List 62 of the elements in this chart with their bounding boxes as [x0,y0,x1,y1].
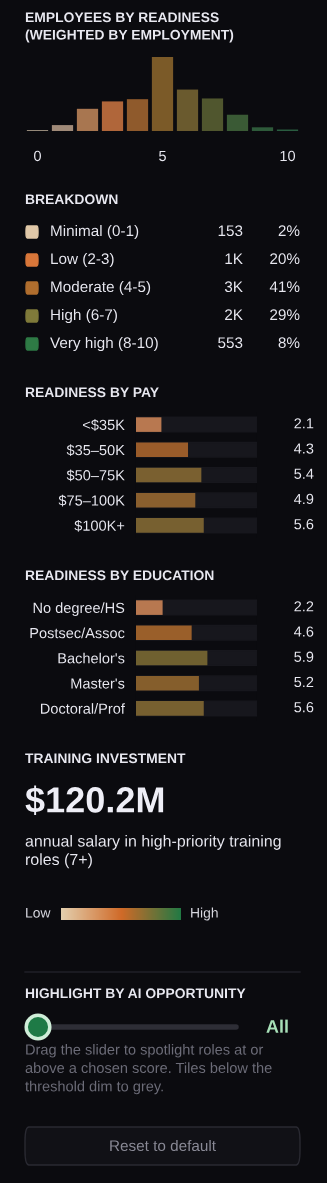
bar [201,98,224,131]
text: Reset to default [110,1139,216,1152]
data-label: 2.2 [294,601,314,612]
y-tick-label: $75–100K [58,494,125,507]
text: 2K [225,309,243,320]
text: TRAINING INVESTMENT [25,753,186,764]
text: 29% [270,309,300,321]
data-label: 5.6 [294,701,314,713]
category-label: Minimal (0-1) [51,224,139,240]
x-tick-label: 0 [34,150,41,162]
category-label: Very high (8-10) [50,336,158,352]
data-label: 5.6 [294,518,314,530]
text: 20% [270,253,300,265]
bar [136,600,163,615]
category-label: High (6-7) [51,308,117,324]
y-tick-label: Master's [71,678,125,689]
text: 153 [218,225,243,237]
bar [76,108,99,131]
y-tick-label: $35–50K [66,444,125,457]
bar [51,125,74,131]
text: Drag the slider to spotlight roles at or above a chosen score. Tiles below the threshold dim to grey. [25,1044,272,1095]
data-label: 5.2 [294,676,314,688]
bar [176,89,199,131]
category-label: Moderate (4-5) [51,280,151,296]
text: Low [26,908,51,918]
text: BREAKDOWN [25,194,118,205]
y-tick-label: $100K+ [74,519,125,532]
y-tick-label: Bachelor's [58,652,125,664]
data-label: 4.6 [294,626,314,637]
bar [151,57,174,131]
text: $120.2M [25,785,164,816]
x-tick-label: 10 [280,150,296,162]
text: 3K [224,281,243,293]
chart-title: EMPLOYEES BY READINESS (WEIGHTED BY EMPLOYMENT) [25,12,234,43]
bar [136,417,162,432]
chart-title: READINESS BY PAY [25,387,159,398]
text: High [191,907,218,921]
y-tick-label: Doctoral/Prof [40,703,125,714]
text: annual salary in high-priority training roles (7+) [25,835,281,869]
bar [101,101,124,131]
text: 1K [225,253,243,264]
data-label: 2.1 [294,418,314,429]
data-label: 5.4 [294,468,314,479]
text: 8% [278,337,300,349]
category-label: Low (2-3) [51,252,114,268]
data-label: 4.9 [294,493,314,505]
data-label: 5.9 [294,651,314,662]
bar [251,127,274,131]
y-tick-label: No degree/HS [33,602,125,616]
y-tick-label: $50–75K [66,469,125,482]
text: 41% [269,281,300,293]
text: 2% [278,225,300,237]
bar [126,99,149,131]
bar [226,114,249,131]
text: All [266,1019,288,1033]
text: HIGHLIGHT BY AI OPPORTUNITY [25,988,246,999]
y-tick-label: <$35K [83,419,125,431]
x-tick-label: 5 [159,150,166,162]
chart-title: READINESS BY EDUCATION [25,570,214,581]
y-tick-label: Postsec/Assoc [30,627,125,639]
text: 553 [218,337,243,349]
data-label: 4.3 [294,443,314,454]
